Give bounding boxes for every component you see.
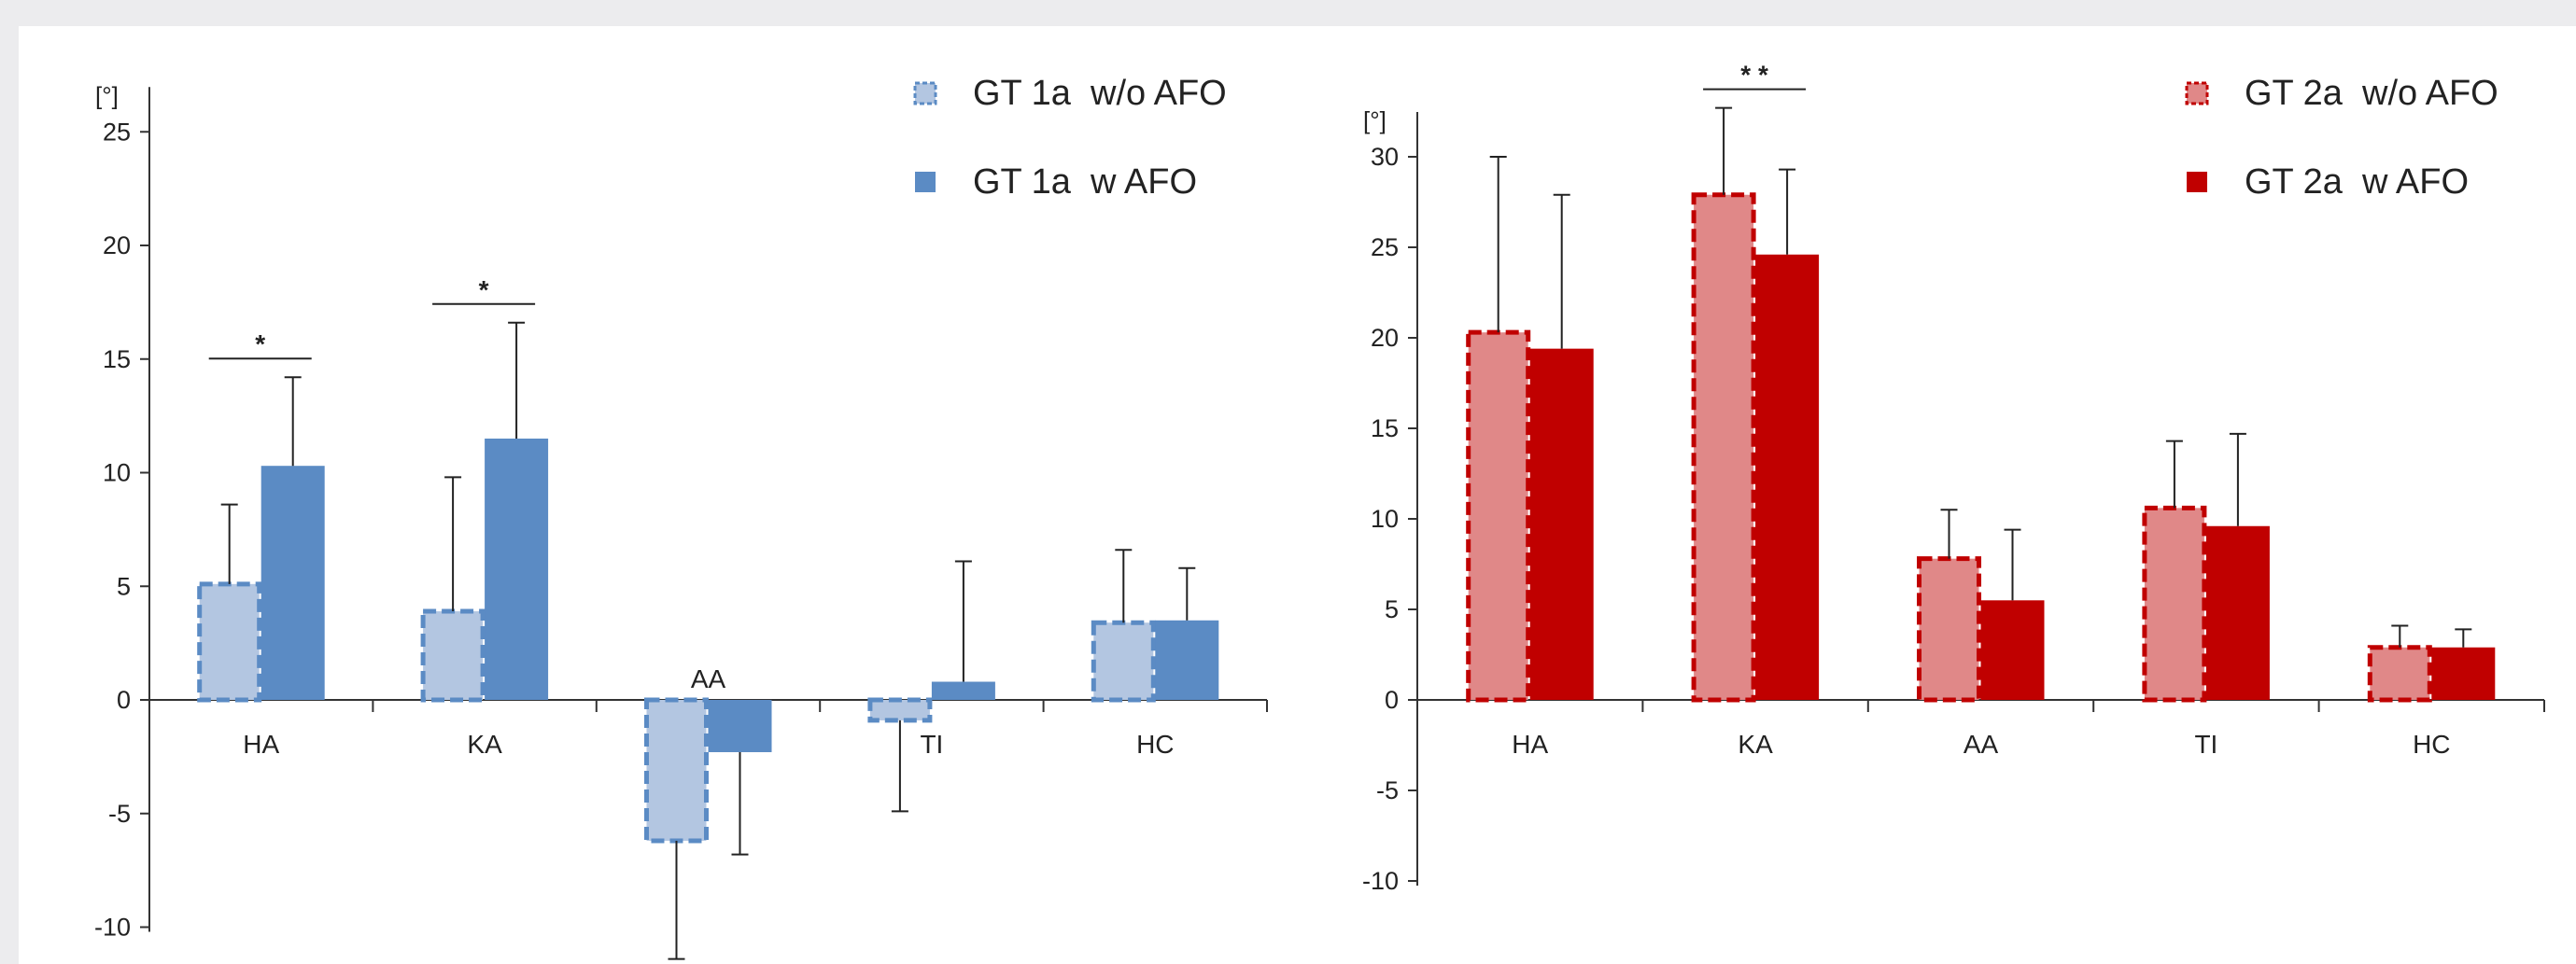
bar-ka-series-1 xyxy=(1691,192,1756,703)
bar-hc-series-1 xyxy=(2367,645,2432,703)
x-category-label: HA xyxy=(1512,730,1548,759)
bar-aa-series-1 xyxy=(1917,556,1981,703)
legend-label-2: GT 1a w AFO xyxy=(973,162,1197,202)
y-tick-label: 10 xyxy=(1371,505,1399,533)
significance-star: * xyxy=(479,275,489,304)
x-category-label: AA xyxy=(691,664,726,693)
y-tick-label: 0 xyxy=(1385,686,1399,714)
y-tick-label: 30 xyxy=(1371,143,1399,171)
legend-label-2: GT 2a w AFO xyxy=(2245,162,2469,202)
x-category-label: HC xyxy=(2413,730,2450,759)
y-tick-label: 0 xyxy=(117,686,131,714)
x-category-label: TI xyxy=(920,730,943,759)
bar-hc-series-1 xyxy=(1091,620,1156,703)
bar-ha-series-2 xyxy=(260,466,325,700)
y-tick-label: 20 xyxy=(103,231,131,259)
chart-gt2a: [°] 30 25 20 15 10 5 0 -5 -10 HA KA AA TI HC * * GT 2a w… xyxy=(1362,61,2545,895)
bar-ha-series-2 xyxy=(1529,348,1594,700)
x-category-label: AA xyxy=(1964,730,1999,759)
y-tick-label: -10 xyxy=(94,914,131,942)
x-category-label: TI xyxy=(2194,730,2217,759)
legend-swatch-1 xyxy=(913,81,937,105)
y-tick-label: 25 xyxy=(1371,233,1399,261)
legend-label-1: GT 2a w/o AFO xyxy=(2245,74,2499,113)
y-tick-label: 25 xyxy=(103,118,131,146)
y-tick-label: 15 xyxy=(103,345,131,373)
y-tick-label: 15 xyxy=(1371,414,1399,442)
y-tick-label: -10 xyxy=(1362,867,1399,895)
bar-hc-series-2 xyxy=(2431,647,2496,700)
legend-swatch-2 xyxy=(2187,172,2207,192)
bar-aa-series-2 xyxy=(708,700,772,753)
bar-ha-series-1 xyxy=(197,581,262,703)
bar-ka-series-1 xyxy=(420,608,486,703)
y-tick-label: 5 xyxy=(1385,595,1399,623)
legend-swatch-2 xyxy=(915,172,936,192)
y-unit-label: [°] xyxy=(1363,106,1387,134)
chart-gt1a: [°] 25 20 15 10 5 0 -5 -10 HA KA AA TI HC * * GT 1a w/o … xyxy=(94,74,1268,960)
x-category-label: KA xyxy=(1738,730,1773,759)
significance-star: * * xyxy=(1740,61,1768,90)
x-category-label: HA xyxy=(243,730,279,759)
bar-ka-series-2 xyxy=(485,438,549,700)
legend-swatch-1 xyxy=(2185,81,2209,105)
y-tick-label: 10 xyxy=(103,459,131,487)
bar-aa-series-1 xyxy=(644,697,709,844)
y-tick-label: -5 xyxy=(108,800,131,828)
x-category-label: KA xyxy=(467,730,502,759)
bar-ti-series-1 xyxy=(2142,505,2207,703)
y-tick-label: -5 xyxy=(1376,776,1399,804)
figure-canvas: [°] 25 20 15 10 5 0 -5 -10 HA KA AA TI HC * * GT 1a w/o … xyxy=(19,26,2576,964)
bar-ti-series-2 xyxy=(931,681,995,700)
bar-ha-series-1 xyxy=(1466,329,1531,703)
bar-ka-series-2 xyxy=(1755,254,1820,700)
legend-label-1: GT 1a w/o AFO xyxy=(973,74,1227,113)
y-tick-label: 20 xyxy=(1371,324,1399,352)
bar-hc-series-2 xyxy=(1155,620,1219,700)
x-category-label: HC xyxy=(1136,730,1174,759)
y-tick-label: 5 xyxy=(117,572,131,600)
significance-star: * xyxy=(255,329,265,358)
bar-ti-series-2 xyxy=(2205,525,2270,700)
y-unit-label: [°] xyxy=(95,81,119,109)
bar-aa-series-2 xyxy=(1980,600,2045,700)
bar-ti-series-1 xyxy=(867,697,933,723)
